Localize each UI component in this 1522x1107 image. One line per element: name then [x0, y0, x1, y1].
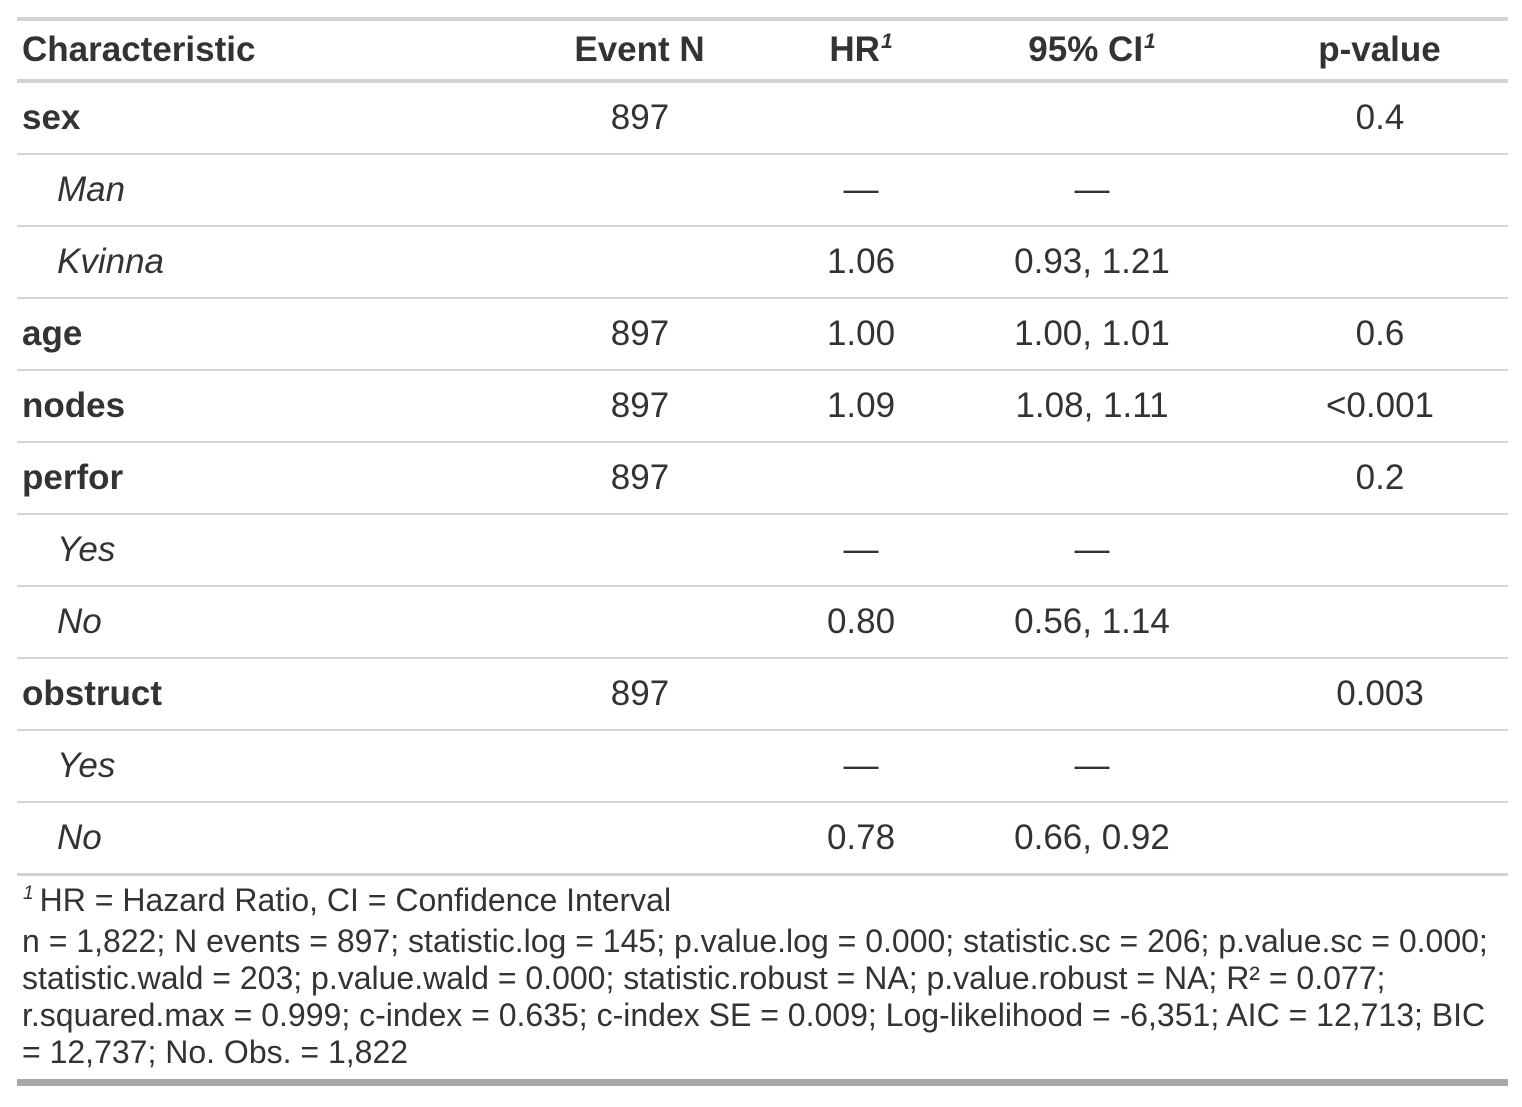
- event-n-cell: [490, 225, 790, 298]
- ci-cell: 0.66, 0.92: [932, 801, 1252, 875]
- table-row-perfor: perfor 897 0.2: [17, 441, 1508, 514]
- ci-cell: 0.93, 1.21: [932, 225, 1252, 298]
- ci-cell: 1.00, 1.01: [932, 297, 1252, 370]
- event-n-cell: 897: [490, 80, 790, 154]
- characteristic-cell: perfor: [17, 441, 490, 514]
- footnote-text: HR = Hazard Ratio, CI = Confidence Inter…: [39, 882, 672, 918]
- characteristic-cell: nodes: [17, 369, 490, 442]
- p-value-cell: [1252, 513, 1508, 586]
- table-row-sex: sex 897 0.4: [17, 80, 1508, 154]
- ci-cell: [932, 657, 1252, 730]
- footnote-abbreviations: 1 HR = Hazard Ratio, CI = Confidence Inte…: [17, 873, 1508, 921]
- column-header-event-n: Event N: [490, 19, 790, 83]
- hr-cell: 1.00: [790, 297, 932, 370]
- ci-cell: —: [932, 513, 1252, 586]
- hr-cell: 0.78: [790, 801, 932, 875]
- column-header-95ci: 95% CI1: [932, 19, 1252, 83]
- hr-cell: [790, 657, 932, 730]
- event-n-cell: 897: [490, 297, 790, 370]
- p-value-cell: <0.001: [1252, 369, 1508, 442]
- hr-cell: —: [790, 729, 932, 802]
- characteristic-cell: Kvinna: [17, 225, 490, 298]
- ci-cell: 1.08, 1.11: [932, 369, 1252, 442]
- column-header-characteristic: Characteristic: [17, 19, 490, 83]
- footnote-mark: 1: [1144, 30, 1156, 54]
- table-body: sex 897 0.4 Man — — Kvinna 1.06 0.93, 1.…: [17, 80, 1508, 875]
- hr-cell: [790, 441, 932, 514]
- ci-cell: 0.56, 1.14: [932, 585, 1252, 658]
- characteristic-cell: Man: [17, 153, 490, 226]
- table-row-age: age 897 1.00 1.00, 1.01 0.6: [17, 297, 1508, 370]
- hr-cell: 1.09: [790, 369, 932, 442]
- event-n-cell: 897: [490, 657, 790, 730]
- table-row-obstruct-no: No 0.78 0.66, 0.92: [17, 801, 1508, 875]
- column-label: 95% CI: [1028, 30, 1144, 69]
- event-n-cell: [490, 729, 790, 802]
- p-value-cell: 0.4: [1252, 80, 1508, 154]
- p-value-cell: [1252, 585, 1508, 658]
- hr-cell: 1.06: [790, 225, 932, 298]
- event-n-cell: 897: [490, 441, 790, 514]
- characteristic-cell: No: [17, 585, 490, 658]
- regression-summary-table: Characteristic Event N HR1 95% CI1 p-val…: [17, 17, 1508, 1086]
- footnote-mark: 1: [880, 30, 893, 54]
- column-header-hr: HR1: [790, 19, 932, 83]
- characteristic-cell: No: [17, 801, 490, 875]
- column-label: Event N: [574, 30, 705, 69]
- column-label: HR: [829, 30, 880, 69]
- table-row-obstruct-yes: Yes — —: [17, 729, 1508, 802]
- footnote-row-abbreviations: 1 HR = Hazard Ratio, CI = Confidence Inte…: [17, 873, 1508, 921]
- event-n-cell: [490, 585, 790, 658]
- p-value-cell: [1252, 153, 1508, 226]
- header-row: Characteristic Event N HR1 95% CI1 p-val…: [17, 19, 1508, 83]
- hr-cell: [790, 80, 932, 154]
- table-footer: 1 HR = Hazard Ratio, CI = Confidence Inte…: [17, 873, 1508, 1083]
- p-value-cell: [1252, 225, 1508, 298]
- event-n-cell: 897: [490, 369, 790, 442]
- characteristic-cell: obstruct: [17, 657, 490, 730]
- ci-cell: [932, 441, 1252, 514]
- footnote-model-stats: n = 1,822; N events = 897; statistic.log…: [22, 923, 1488, 1070]
- event-n-cell: [490, 801, 790, 875]
- table-row-kvinna: Kvinna 1.06 0.93, 1.21: [17, 225, 1508, 298]
- event-n-cell: [490, 513, 790, 586]
- p-value-cell: [1252, 801, 1508, 875]
- characteristic-cell: age: [17, 297, 490, 370]
- p-value-cell: 0.2: [1252, 441, 1508, 514]
- hr-cell: —: [790, 513, 932, 586]
- hr-cell: 0.80: [790, 585, 932, 658]
- p-value-cell: 0.003: [1252, 657, 1508, 730]
- footnote-mark: 1: [23, 883, 34, 905]
- column-header-p-value: p-value: [1252, 19, 1508, 83]
- ci-cell: —: [932, 729, 1252, 802]
- p-value-cell: [1252, 729, 1508, 802]
- ci-cell: [932, 80, 1252, 154]
- ci-cell: —: [932, 153, 1252, 226]
- column-label: p-value: [1318, 30, 1441, 69]
- footnote-row-model-stats: n = 1,822; N events = 897; statistic.log…: [17, 921, 1508, 1083]
- characteristic-cell: Yes: [17, 513, 490, 586]
- table-row-perfor-yes: Yes — —: [17, 513, 1508, 586]
- event-n-cell: [490, 153, 790, 226]
- table-row-man: Man — —: [17, 153, 1508, 226]
- table-header: Characteristic Event N HR1 95% CI1 p-val…: [17, 19, 1508, 83]
- column-label: Characteristic: [22, 30, 256, 69]
- p-value-cell: 0.6: [1252, 297, 1508, 370]
- hr-cell: —: [790, 153, 932, 226]
- characteristic-cell: sex: [17, 80, 490, 154]
- characteristic-cell: Yes: [17, 729, 490, 802]
- table-row-perfor-no: No 0.80 0.56, 1.14: [17, 585, 1508, 658]
- table-row-nodes: nodes 897 1.09 1.08, 1.11 <0.001: [17, 369, 1508, 442]
- table-row-obstruct: obstruct 897 0.003: [17, 657, 1508, 730]
